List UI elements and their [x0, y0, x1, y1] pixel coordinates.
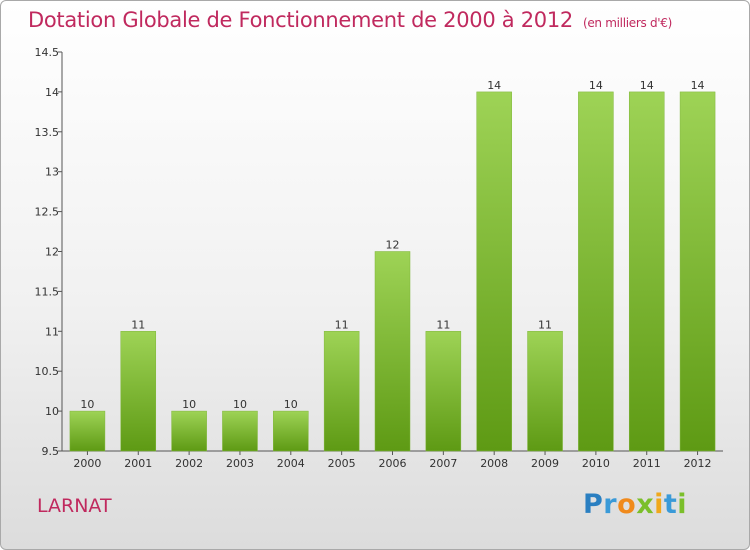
y-tick-label: 11.5: [35, 285, 60, 298]
bar-value-label: 11: [131, 318, 145, 331]
bar: [374, 251, 411, 452]
bar-value-label: 11: [436, 318, 450, 331]
chart-title: Dotation Globale de Fonctionnement de 20…: [28, 8, 672, 32]
logo-letter: x: [636, 489, 655, 520]
bar: [69, 410, 106, 452]
x-tick-label: 2003: [226, 457, 254, 470]
x-tick-label: 2001: [124, 457, 152, 470]
bar: [679, 91, 716, 452]
y-tick-label: 9.5: [42, 445, 60, 458]
bar: [527, 331, 563, 452]
x-tick-label: 2002: [175, 457, 203, 470]
bars: [69, 91, 716, 452]
x-tick-label: 2011: [633, 457, 661, 470]
bar: [578, 91, 614, 452]
bar-value-label: 14: [691, 79, 705, 92]
bar: [476, 91, 512, 452]
x-tick-label: 2005: [328, 457, 356, 470]
logo-letter: i: [654, 489, 664, 520]
x-tick-label: 2009: [531, 457, 559, 470]
proxiti-logo: Proxiti: [583, 489, 687, 520]
logo-letter: r: [603, 489, 618, 520]
x-tick-label: 2012: [684, 457, 712, 470]
bar: [273, 410, 309, 452]
bar-value-label: 11: [335, 318, 349, 331]
x-tick-label: 2007: [429, 457, 457, 470]
bar-value-label: 10: [284, 398, 298, 411]
bar: [222, 410, 258, 452]
bar: [425, 331, 462, 452]
bar-value-label: 11: [538, 318, 552, 331]
bar: [323, 331, 360, 452]
bar: [120, 331, 157, 452]
bar-value-label: 14: [640, 79, 654, 92]
y-tick-label: 14: [45, 86, 59, 99]
x-tick-label: 2010: [582, 457, 610, 470]
y-tick-label: 11: [45, 325, 59, 338]
bar: [628, 91, 665, 452]
y-tick-label: 12.5: [35, 206, 60, 219]
y-tick-label: 10.5: [35, 365, 60, 378]
y-tick-label: 14.5: [35, 46, 60, 59]
y-tick-label: 12: [45, 246, 59, 259]
logo-letter: o: [617, 489, 637, 520]
x-tick-label: 2004: [277, 457, 305, 470]
x-tick-label: 2006: [379, 457, 407, 470]
bar-value-label: 14: [589, 79, 603, 92]
value-labels: 10 11 10 10 10 11 12 11 14 11 14 14 14: [80, 79, 704, 411]
y-tick-label: 10: [45, 405, 59, 418]
y-tick-label: 13.5: [35, 126, 60, 139]
logo-letter: P: [583, 489, 604, 520]
commune-name: LARNAT: [37, 495, 112, 517]
bar-value-label: 14: [487, 79, 501, 92]
bar-value-label: 10: [80, 398, 94, 411]
bar-value-label: 12: [386, 239, 400, 252]
logo-letter: t: [663, 489, 678, 520]
bar-value-label: 10: [233, 398, 247, 411]
x-tick-label: 2000: [73, 457, 101, 470]
bar-value-label: 10: [182, 398, 196, 411]
chart-title-text: Dotation Globale de Fonctionnement de 20…: [28, 8, 573, 32]
y-tick-label: 13: [45, 166, 59, 179]
chart-subtitle: (en milliers d'€): [582, 16, 672, 30]
axes: 9.5 10 10.5 11 11.5 12 12.5 13 13.5 14 14.5 2000 200…: [35, 46, 723, 470]
bar: [171, 410, 207, 452]
logo-letter: i: [677, 489, 688, 520]
x-tick-label: 2008: [480, 457, 508, 470]
